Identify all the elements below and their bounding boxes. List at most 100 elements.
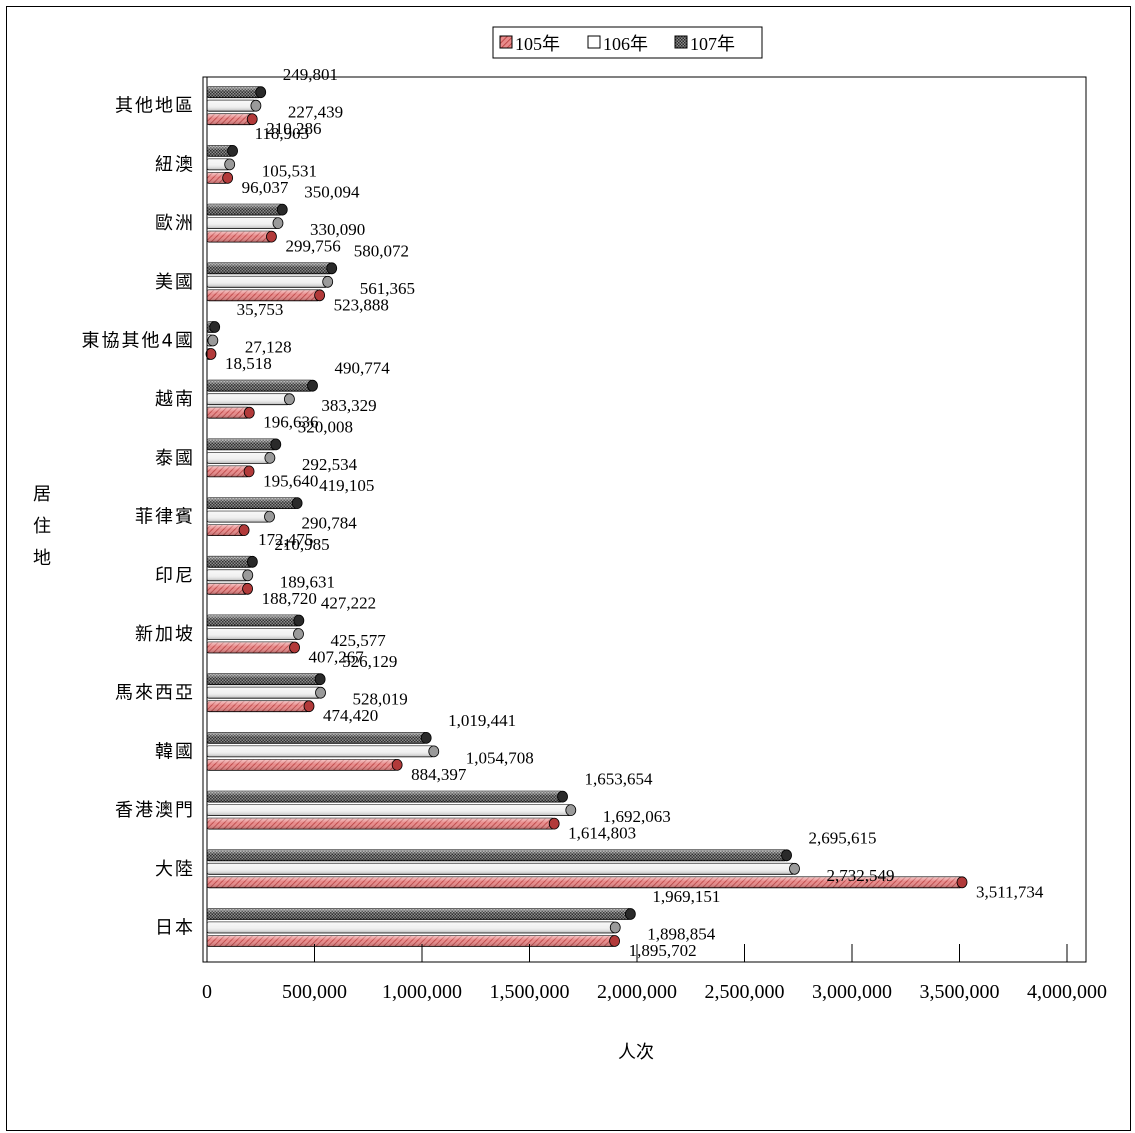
bar-shade [207, 511, 270, 523]
bar-end-cap [557, 790, 568, 803]
x-tick-label: 2,500,000 [705, 981, 785, 1003]
bar-shade [207, 628, 299, 640]
bar-end-cap [565, 804, 577, 816]
bar-105年 [206, 524, 250, 536]
x-tick-label: 3,500,000 [920, 981, 1000, 1003]
bar-107年 [206, 438, 282, 451]
bar-shade [207, 745, 434, 757]
value-label: 105,531 [262, 161, 317, 180]
x-tick-label: 1,500,000 [490, 981, 570, 1003]
bar-end-cap [293, 614, 305, 627]
x-tick-label: 0 [202, 981, 212, 1003]
bar-shade [207, 262, 332, 274]
bar-end-cap [224, 158, 236, 171]
value-label: 2,695,615 [809, 828, 877, 847]
category-label: 馬來西亞 [115, 683, 195, 704]
bar-shade [207, 700, 310, 712]
bar-shade [207, 438, 276, 450]
value-label: 2,732,549 [826, 866, 894, 885]
bar-shade [207, 380, 313, 392]
bar-end-cap [781, 849, 792, 862]
bar-shade [207, 407, 250, 419]
category-label: 越南 [155, 389, 195, 410]
value-label: 561,365 [360, 279, 415, 298]
bar-shade [207, 145, 233, 157]
value-label: 427,222 [321, 594, 376, 613]
bar-107年 [206, 790, 568, 803]
bar-105年 [206, 230, 277, 243]
x-tick-label: 2,000,000 [597, 981, 677, 1003]
bar-shade [207, 524, 245, 536]
value-label: 425,577 [330, 631, 386, 650]
legend-swatch-106 [587, 35, 601, 49]
bar-shade [207, 849, 787, 861]
category-label: 其他地區 [115, 96, 195, 117]
value-label: 249,801 [283, 65, 338, 84]
bar-shade [207, 172, 228, 184]
bar-105年 [206, 759, 403, 771]
category-label: 香港澳門 [115, 800, 195, 821]
bar-106年 [206, 686, 326, 699]
bar-106年 [206, 569, 254, 582]
bar-end-cap [624, 908, 636, 920]
bar-shade [207, 908, 631, 920]
bar-end-cap [238, 524, 250, 536]
category-label: 菲律賓 [135, 507, 195, 528]
bar-shade [207, 231, 272, 243]
value-label: 18,518 [225, 354, 272, 373]
bar-end-cap [315, 686, 326, 699]
value-label: 172,475 [258, 530, 313, 549]
value-label: 96,037 [242, 178, 289, 197]
bar-shade [207, 922, 616, 933]
bar-end-cap [326, 262, 338, 275]
bar-end-cap [789, 862, 800, 875]
bar-105年 [206, 876, 968, 889]
value-label: 320,008 [298, 417, 353, 436]
bar-end-cap [291, 497, 303, 510]
bar-105年 [206, 817, 560, 830]
legend-label-107: 107年 [690, 34, 735, 54]
bar-shade [207, 876, 963, 888]
value-label: 383,329 [321, 396, 376, 415]
value-label: 210,286 [266, 119, 321, 138]
bar-end-cap [293, 628, 304, 640]
y-axis-title: 居住地 [33, 484, 51, 569]
value-label: 1,614,803 [568, 824, 636, 843]
bar-107年 [206, 497, 303, 510]
value-label: 227,439 [288, 103, 343, 122]
bar-shade [207, 204, 283, 216]
bar-105年 [206, 289, 326, 302]
bar-106年 [206, 921, 621, 934]
bar-shade [207, 583, 248, 595]
value-label: 1,019,441 [448, 711, 516, 730]
value-label: 528,019 [353, 690, 408, 709]
bar-shade [207, 791, 563, 803]
bar-end-cap [246, 113, 258, 126]
bar-end-cap [548, 817, 560, 830]
bar-shade [207, 452, 270, 464]
bar-end-cap [242, 582, 253, 595]
bar-shade [207, 158, 230, 170]
bar-106年 [206, 393, 295, 406]
category-label: 日本 [155, 918, 195, 939]
bar-105年 [206, 935, 620, 947]
bar-end-cap [314, 673, 326, 686]
bar-end-cap [222, 171, 234, 184]
bar-end-cap [428, 745, 440, 758]
category-label: 新加坡 [135, 624, 195, 645]
bar-end-cap [246, 555, 258, 568]
category-label: 韓國 [155, 741, 195, 762]
category-labels-layer: 日本 大陸 香港澳門 韓國 馬來西亞 新加坡 印尼 菲律賓 泰國 越南 東協其他4國 美國 歐洲 紐澳 其他… [82, 96, 195, 939]
bar-end-cap [209, 321, 221, 333]
bar-105年 [206, 406, 255, 419]
category-label: 歐洲 [155, 213, 195, 234]
bar-106年 [206, 451, 276, 464]
bar-105年 [206, 700, 315, 713]
bar-end-cap [272, 217, 284, 230]
value-label: 580,072 [354, 241, 409, 260]
value-label: 290,784 [302, 514, 358, 533]
bar-end-cap [207, 334, 219, 347]
bar-shade [207, 86, 261, 98]
category-label: 紐澳 [155, 154, 195, 175]
bar-106年 [206, 99, 262, 112]
